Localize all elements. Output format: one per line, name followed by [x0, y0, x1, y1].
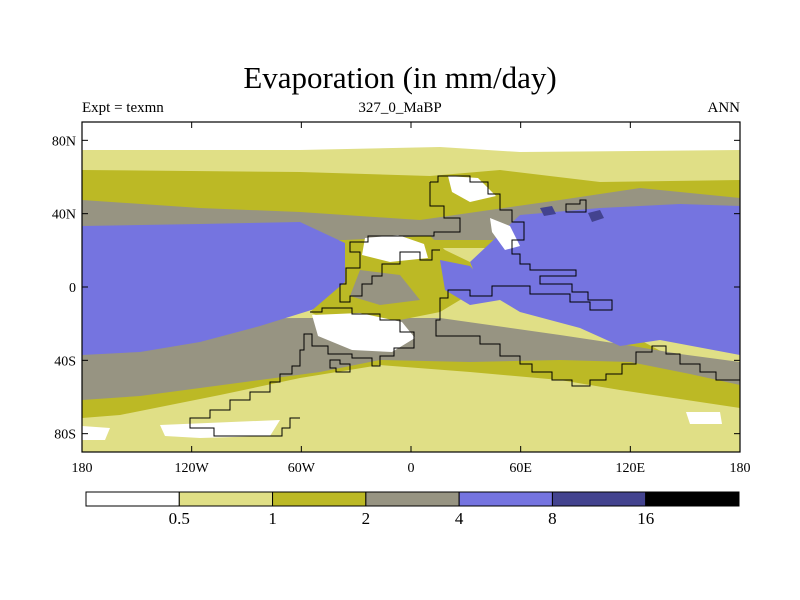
field-desert-north: [362, 235, 428, 262]
x-axis: 180 120W 60W 0 60E 120E 180: [72, 122, 751, 476]
x-tick-label: 60W: [288, 461, 316, 476]
coastlines: [189, 175, 740, 437]
x-tick-label: 180: [730, 461, 751, 476]
colorbar-box: [272, 491, 367, 507]
colorbar-box: [551, 491, 647, 507]
colorbar-label: 2: [362, 509, 371, 528]
coastline-east-island: [565, 199, 587, 213]
colorbar: 0.5 1 2 4 8 16: [85, 491, 740, 528]
field-band-8-16: [588, 210, 604, 222]
x-tick-label: 120E: [616, 461, 646, 476]
field-desert-south: [312, 313, 415, 352]
colorbar-box: [178, 491, 274, 507]
experiment-label: Expt = texmn: [82, 100, 164, 116]
y-tick-label: 80S: [54, 428, 76, 443]
field-band-4-8-east: [470, 204, 740, 355]
y-axis: 80N 40N 0 40S 80S: [52, 134, 740, 443]
period-label: 327_0_MaBP: [358, 100, 442, 116]
y-tick-label: 80N: [52, 134, 76, 149]
y-tick-label: 0: [69, 281, 76, 296]
map-title: Evaporation (in mm/day): [243, 60, 557, 95]
x-tick-label: 0: [408, 461, 415, 476]
field-continent-grey: [350, 270, 420, 305]
field-band-4-8-west: [82, 222, 400, 355]
x-tick-label: 120W: [175, 461, 210, 476]
field-inland-sea: [440, 260, 500, 305]
season-label: ANN: [707, 100, 741, 116]
colorbar-box: [365, 491, 460, 507]
coastline-main: [430, 175, 740, 387]
colorbar-label: 0.5: [169, 509, 190, 528]
field-low-arctic: [82, 122, 740, 152]
colorbar-box: [645, 491, 740, 507]
map-field: [82, 122, 740, 452]
field-band-8-16-b: [540, 206, 556, 216]
y-tick-label: 40S: [54, 354, 76, 369]
field-polar-south-edge: [82, 426, 110, 440]
x-tick-label: 60E: [509, 461, 532, 476]
coastline-islet: [329, 359, 351, 373]
y-tick-label: 40N: [52, 208, 76, 223]
colorbar-box: [458, 491, 553, 507]
field-desert-northeast: [448, 176, 496, 202]
field-polar-south-east: [686, 412, 722, 424]
colorbar-label: 4: [455, 509, 464, 528]
x-tick-label: 180: [72, 461, 93, 476]
coastline-south-arm: [189, 307, 415, 437]
colorbar-box: [85, 491, 180, 507]
field-band-2-4-south: [82, 318, 740, 400]
colorbar-label: 1: [268, 509, 277, 528]
colorbar-label: 16: [637, 509, 654, 528]
coastline-north-arm: [339, 182, 461, 303]
colorbar-label: 8: [548, 509, 557, 528]
